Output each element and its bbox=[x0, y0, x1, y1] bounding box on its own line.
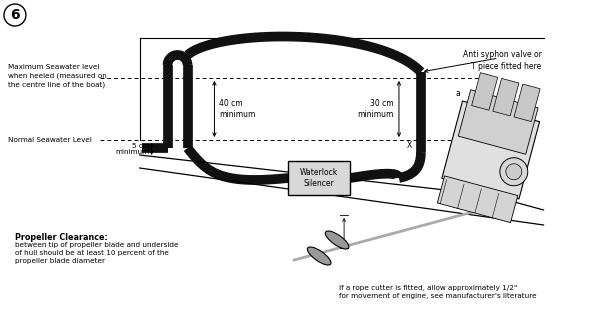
Text: between tip of propeller blade and underside
of hull should be at least 10 perce: between tip of propeller blade and under… bbox=[15, 242, 178, 264]
Text: Waterlock
Silencer: Waterlock Silencer bbox=[300, 168, 338, 188]
Text: a: a bbox=[456, 89, 461, 98]
Bar bbox=[458, 90, 538, 154]
Bar bbox=[442, 101, 540, 199]
Text: 30 cm
minimum: 30 cm minimum bbox=[358, 99, 394, 119]
Text: Normal Seawater Level: Normal Seawater Level bbox=[8, 137, 92, 143]
Circle shape bbox=[500, 158, 528, 186]
Text: 40 cm
minimum: 40 cm minimum bbox=[219, 99, 256, 119]
Ellipse shape bbox=[326, 231, 349, 249]
Bar bbox=[471, 73, 498, 110]
Bar bbox=[493, 78, 519, 116]
Bar bbox=[514, 84, 540, 122]
Text: Anti syphon valve or
T piece fitted here: Anti syphon valve or T piece fitted here bbox=[463, 50, 541, 71]
Text: 6: 6 bbox=[10, 8, 20, 22]
Circle shape bbox=[4, 4, 26, 26]
FancyBboxPatch shape bbox=[288, 161, 350, 195]
Text: If a rope cutter is fitted, allow approximately 1/2"
for movement of engine, see: If a rope cutter is fitted, allow approx… bbox=[339, 285, 537, 299]
Text: Propeller Clearance:: Propeller Clearance: bbox=[15, 233, 108, 242]
Text: 5 cm
minimum: 5 cm minimum bbox=[116, 142, 149, 156]
Ellipse shape bbox=[307, 247, 331, 265]
Bar bbox=[437, 176, 518, 223]
Text: Maximum Seawater level
when heeled (measured on
the centre line of the boat): Maximum Seawater level when heeled (meas… bbox=[8, 64, 107, 88]
Circle shape bbox=[506, 164, 522, 180]
Text: X: X bbox=[407, 141, 412, 150]
